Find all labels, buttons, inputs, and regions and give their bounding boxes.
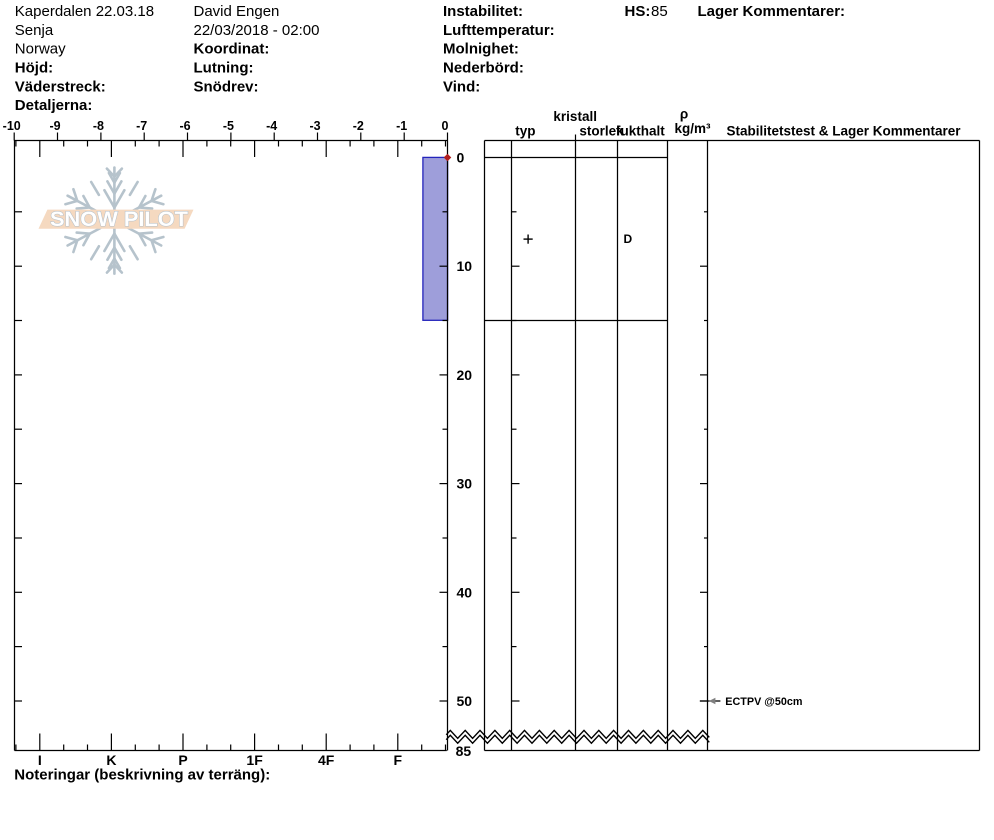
svg-text:-2: -2 — [353, 119, 364, 133]
svg-text:-7: -7 — [136, 119, 147, 133]
svg-text:1F: 1F — [246, 752, 263, 768]
svg-text:-5: -5 — [223, 119, 234, 133]
svg-text:Noteringar (beskrivning av ter: Noteringar (beskrivning av terräng): — [14, 767, 270, 784]
svg-text:Stabilitetstest & Lager Kommen: Stabilitetstest & Lager Kommentarer — [726, 123, 961, 138]
svg-text:-3: -3 — [309, 119, 320, 133]
svg-text:50: 50 — [457, 693, 473, 709]
svg-text:10: 10 — [457, 258, 473, 274]
svg-text:Norway: Norway — [15, 41, 66, 58]
svg-text:storlek: storlek — [579, 123, 624, 138]
svg-text:Väderstreck:: Väderstreck: — [15, 78, 106, 95]
svg-text:kristall: kristall — [553, 109, 597, 124]
svg-text:-1: -1 — [396, 119, 407, 133]
svg-text:22/03/2018 - 02:00: 22/03/2018 - 02:00 — [194, 22, 320, 39]
svg-text:K: K — [106, 752, 116, 768]
svg-text:-4: -4 — [266, 119, 277, 133]
svg-text:fukthalt: fukthalt — [616, 123, 665, 138]
svg-text:30: 30 — [457, 476, 473, 492]
svg-text:Lager Kommentarer:: Lager Kommentarer: — [698, 3, 846, 20]
svg-text:20: 20 — [457, 367, 473, 383]
svg-text:Nederbörd:: Nederbörd: — [443, 60, 524, 77]
svg-text:Lufttemperatur:: Lufttemperatur: — [443, 22, 555, 39]
svg-text:ρ: ρ — [680, 107, 688, 122]
svg-text:Molnighet:: Molnighet: — [443, 41, 519, 58]
svg-text:Instabilitet:: Instabilitet: — [443, 3, 523, 20]
svg-text:Detaljerna:: Detaljerna: — [15, 97, 93, 114]
svg-text:Kaperdalen 22.03.18: Kaperdalen 22.03.18 — [15, 3, 154, 20]
svg-text:F: F — [394, 752, 403, 768]
svg-text:I: I — [38, 752, 42, 768]
svg-text:-8: -8 — [93, 119, 104, 133]
svg-text:ECTPV @50cm: ECTPV @50cm — [725, 696, 802, 708]
svg-text:Koordinat:: Koordinat: — [194, 41, 270, 58]
svg-text:40: 40 — [457, 584, 473, 600]
svg-text:SNOW PILOT: SNOW PILOT — [50, 208, 188, 231]
svg-text:Snödrev:: Snödrev: — [194, 78, 259, 95]
svg-text:85: 85 — [456, 743, 472, 759]
svg-text:-9: -9 — [49, 119, 60, 133]
svg-text:4F: 4F — [318, 752, 335, 768]
svg-text:D: D — [624, 232, 633, 246]
svg-text:typ: typ — [515, 123, 535, 138]
svg-text:Senja: Senja — [15, 22, 54, 39]
svg-text:85: 85 — [651, 3, 668, 20]
svg-text:-6: -6 — [179, 119, 190, 133]
svg-text:David Engen: David Engen — [194, 3, 280, 20]
svg-text:P: P — [178, 752, 187, 768]
svg-text:kg/m³: kg/m³ — [674, 121, 711, 136]
svg-text:Höjd:: Höjd: — [15, 60, 53, 77]
svg-text:0: 0 — [457, 150, 465, 166]
svg-text:-10: -10 — [3, 119, 21, 133]
svg-text:Lutning:: Lutning: — [194, 60, 254, 77]
svg-text:HS:: HS: — [625, 3, 651, 20]
svg-text:Vind:: Vind: — [443, 78, 480, 95]
svg-text:0: 0 — [442, 119, 449, 133]
